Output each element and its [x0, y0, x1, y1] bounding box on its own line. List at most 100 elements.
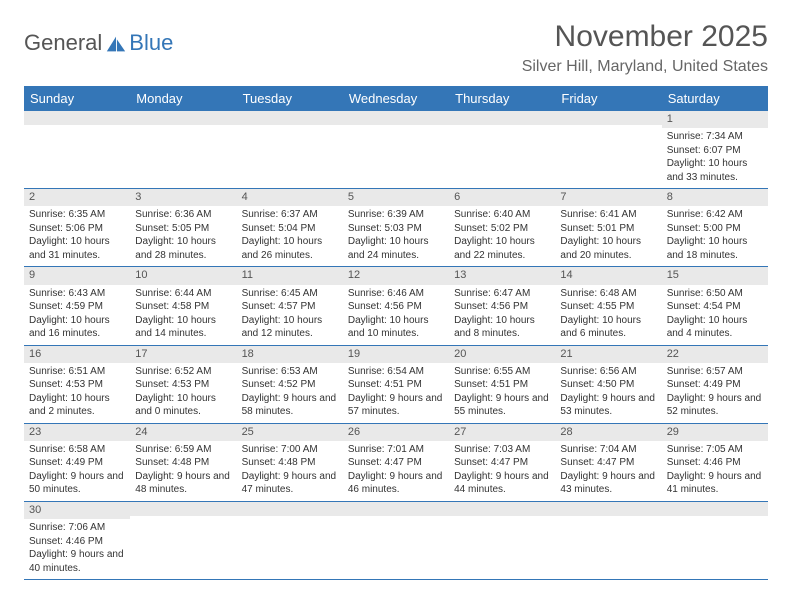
calendar-week-row: 9Sunrise: 6:43 AMSunset: 4:59 PMDaylight… — [24, 267, 768, 345]
sunset-text: Sunset: 4:53 PM — [29, 378, 125, 392]
sunrise-text: Sunrise: 6:50 AM — [667, 287, 763, 301]
sunset-text: Sunset: 4:51 PM — [454, 378, 550, 392]
calendar-day-cell — [237, 111, 343, 189]
sunrise-text: Sunrise: 6:58 AM — [29, 443, 125, 457]
day-number: 9 — [24, 267, 130, 284]
day-number: 15 — [662, 267, 768, 284]
day-data: Sunrise: 6:36 AMSunset: 5:05 PMDaylight:… — [130, 206, 236, 266]
daylight-text: Daylight: 9 hours and 58 minutes. — [242, 392, 338, 419]
day-data: Sunrise: 6:50 AMSunset: 4:54 PMDaylight:… — [662, 285, 768, 345]
calendar-week-row: 23Sunrise: 6:58 AMSunset: 4:49 PMDayligh… — [24, 423, 768, 501]
day-data — [343, 125, 449, 165]
calendar-body: 1 Sunrise: 7:34 AMSunset: 6:07 PM Daylight… — [24, 111, 768, 580]
sunrise-text: Sunrise: 6:36 AM — [135, 208, 231, 222]
calendar-day-cell — [555, 501, 661, 579]
daylight-text: Daylight: 9 hours and 50 minutes. — [29, 470, 125, 497]
day-data: Sunrise: 6:54 AMSunset: 4:51 PMDaylight:… — [343, 363, 449, 423]
sunrise-text: Sunrise: 6:47 AM — [454, 287, 550, 301]
sunrise-text: Sunrise: 7:34 AM — [667, 130, 763, 144]
sunrise-text: Sunrise: 6:37 AM — [242, 208, 338, 222]
sunset-text: Sunset: 5:05 PM — [135, 222, 231, 236]
daylight-text: Daylight: 10 hours and 28 minutes. — [135, 235, 231, 262]
sunset-text: Sunset: 4:49 PM — [29, 456, 125, 470]
calendar-day-cell: 11Sunrise: 6:45 AMSunset: 4:57 PMDayligh… — [237, 267, 343, 345]
day-data: Sunrise: 7:05 AMSunset: 4:46 PMDaylight:… — [662, 441, 768, 501]
daylight-text: Daylight: 9 hours and 52 minutes. — [667, 392, 763, 419]
sunset-text: Sunset: 5:06 PM — [29, 222, 125, 236]
weekday-header: Saturday — [662, 86, 768, 111]
weekday-header: Wednesday — [343, 86, 449, 111]
sunrise-text: Sunrise: 7:00 AM — [242, 443, 338, 457]
day-number — [237, 502, 343, 516]
daylight-text: Daylight: 9 hours and 55 minutes. — [454, 392, 550, 419]
sunset-text: Sunset: 4:46 PM — [667, 456, 763, 470]
day-number: 27 — [449, 424, 555, 441]
calendar-day-cell: 6Sunrise: 6:40 AMSunset: 5:02 PMDaylight… — [449, 189, 555, 267]
day-number: 19 — [343, 346, 449, 363]
calendar-day-cell — [343, 111, 449, 189]
sunset-text: Sunset: 5:00 PM — [667, 222, 763, 236]
calendar-day-cell: 3Sunrise: 6:36 AMSunset: 5:05 PMDaylight… — [130, 189, 236, 267]
calendar-day-cell: 18Sunrise: 6:53 AMSunset: 4:52 PMDayligh… — [237, 345, 343, 423]
day-number: 16 — [24, 346, 130, 363]
sunrise-text: Sunrise: 6:51 AM — [29, 365, 125, 379]
calendar-day-cell: 13 Sunrise: 6:47 AMSunset: 4:56 PMDayligh… — [449, 267, 555, 345]
calendar-day-cell — [130, 111, 236, 189]
day-data: Sunrise: 7:06 AMSunset: 4:46 PMDaylight:… — [24, 519, 130, 579]
day-data: Sunrise: 6:53 AMSunset: 4:52 PMDaylight:… — [237, 363, 343, 423]
logo: General Blue — [24, 20, 173, 56]
weekday-header: Friday — [555, 86, 661, 111]
sunset-text: Sunset: 4:51 PM — [348, 378, 444, 392]
day-data: Sunrise: 6:48 AMSunset: 4:55 PMDaylight:… — [555, 285, 661, 345]
daylight-text: Daylight: 10 hours and 8 minutes. — [454, 314, 550, 341]
weekday-header: Sunday — [24, 86, 130, 111]
sunset-text: Sunset: 6:07 PM — [667, 144, 763, 158]
calendar-day-cell — [130, 501, 236, 579]
calendar-week-row: 30Sunrise: 7:06 AMSunset: 4:46 PMDayligh… — [24, 501, 768, 579]
day-number — [130, 111, 236, 125]
daylight-text: Daylight: 10 hours and 20 minutes. — [560, 235, 656, 262]
daylight-text: Daylight: 9 hours and 46 minutes. — [348, 470, 444, 497]
daylight-text: Daylight: 10 hours and 14 minutes. — [135, 314, 231, 341]
daylight-text: Daylight: 10 hours and 0 minutes. — [135, 392, 231, 419]
day-data — [343, 516, 449, 556]
sunrise-text: Sunrise: 7:03 AM — [454, 443, 550, 457]
sunrise-text: Sunrise: 6:42 AM — [667, 208, 763, 222]
calendar-table: Sunday Monday Tuesday Wednesday Thursday… — [24, 86, 768, 580]
sunrise-text: Sunrise: 6:40 AM — [454, 208, 550, 222]
daylight-text: Daylight: 10 hours and 4 minutes. — [667, 314, 763, 341]
day-number: 2 — [24, 189, 130, 206]
calendar-day-cell: 20Sunrise: 6:55 AMSunset: 4:51 PMDayligh… — [449, 345, 555, 423]
day-data: Sunrise: 6:59 AMSunset: 4:48 PMDaylight:… — [130, 441, 236, 501]
sail-icon — [105, 34, 127, 54]
day-number: 25 — [237, 424, 343, 441]
day-data — [237, 125, 343, 165]
sunset-text: Sunset: 4:59 PM — [29, 300, 125, 314]
day-data: Sunrise: 6:58 AMSunset: 4:49 PMDaylight:… — [24, 441, 130, 501]
header-row: General Blue November 2025 Silver Hill, … — [24, 20, 768, 76]
day-number: 7 — [555, 189, 661, 206]
day-number: 1 — [662, 111, 768, 128]
calendar-day-cell — [449, 111, 555, 189]
day-data — [24, 125, 130, 165]
sunset-text: Sunset: 4:56 PM — [454, 300, 550, 314]
sunrise-text: Sunrise: 7:01 AM — [348, 443, 444, 457]
day-data: Sunrise: 6:52 AMSunset: 4:53 PMDaylight:… — [130, 363, 236, 423]
daylight-text: Daylight: 10 hours and 10 minutes. — [348, 314, 444, 341]
sunrise-text: Sunrise: 6:57 AM — [667, 365, 763, 379]
day-number: 13 — [449, 267, 555, 284]
calendar-week-row: 1Sunrise: 7:34 AMSunset: 6:07 PMDaylight… — [24, 111, 768, 189]
sunset-text: Sunset: 4:47 PM — [560, 456, 656, 470]
calendar-day-cell: 21Sunrise: 6:56 AMSunset: 4:50 PMDayligh… — [555, 345, 661, 423]
day-data: Sunrise: 6:57 AMSunset: 4:49 PMDaylight:… — [662, 363, 768, 423]
sunset-text: Sunset: 4:46 PM — [29, 535, 125, 549]
month-title: November 2025 — [522, 20, 768, 54]
calendar-day-cell — [662, 501, 768, 579]
daylight-text: Daylight: 9 hours and 44 minutes. — [454, 470, 550, 497]
calendar-day-cell — [449, 501, 555, 579]
calendar-day-cell: 25Sunrise: 7:00 AMSunset: 4:48 PMDayligh… — [237, 423, 343, 501]
day-number — [662, 502, 768, 516]
sunset-text: Sunset: 5:04 PM — [242, 222, 338, 236]
calendar-day-cell: 9Sunrise: 6:43 AMSunset: 4:59 PMDaylight… — [24, 267, 130, 345]
day-data: Sunrise: 7:03 AMSunset: 4:47 PMDaylight:… — [449, 441, 555, 501]
